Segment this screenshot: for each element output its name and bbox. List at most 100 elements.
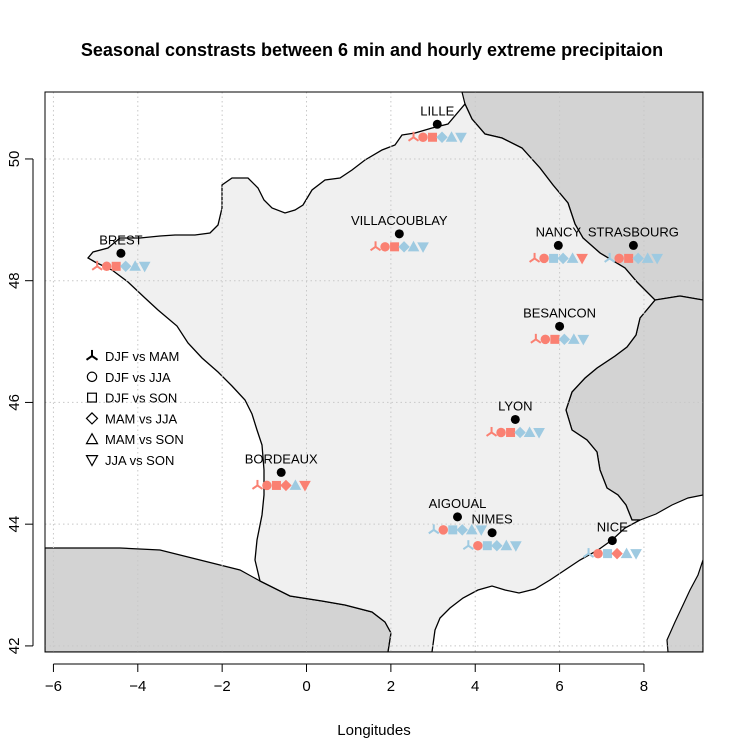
symbol-triangle-down bbox=[299, 480, 311, 492]
y-tick-label: 44 bbox=[6, 516, 23, 533]
symbol-triangle-down bbox=[577, 334, 590, 346]
plot-frame bbox=[44, 91, 704, 653]
symbol-tripod bbox=[462, 540, 474, 551]
symbol-circle bbox=[262, 480, 272, 491]
symbol-triangle-up bbox=[407, 240, 420, 252]
symbol-circle bbox=[593, 548, 603, 559]
symbol-tripod-arm bbox=[587, 552, 595, 558]
y-tick-label: 48 bbox=[6, 272, 23, 289]
symbol-square bbox=[428, 132, 438, 142]
station-label: STRASBOURG bbox=[588, 224, 679, 239]
symbol-triangle-down bbox=[417, 242, 429, 253]
symbol-circle bbox=[101, 261, 112, 272]
symbol-tripod-arm bbox=[369, 246, 377, 252]
symbol-tripod-arm bbox=[490, 431, 498, 437]
symbol-triangle-down bbox=[576, 253, 588, 265]
station-nice: NICE bbox=[582, 520, 642, 560]
station-point bbox=[276, 467, 286, 477]
legend: DJF vs MAM DJF vs JJA DJF vs SON MAM vs JJA… bbox=[85, 349, 184, 468]
x-tick-label: 0 bbox=[302, 678, 310, 695]
symbol-square bbox=[624, 253, 634, 263]
symbol-circle bbox=[540, 334, 551, 345]
symbol-diamond bbox=[280, 479, 292, 492]
symbol-tripod-arm bbox=[535, 338, 542, 344]
symbol-tripod-arm bbox=[433, 529, 440, 535]
symbol-diamond bbox=[558, 333, 571, 346]
y-tick-label: 50 bbox=[6, 151, 23, 168]
station-point bbox=[432, 119, 442, 129]
symbol-triangle-up bbox=[129, 260, 142, 271]
legend-label: JJA vs SON bbox=[105, 453, 174, 468]
station-point bbox=[555, 321, 565, 331]
station-lyon: LYON bbox=[485, 398, 545, 439]
station-point bbox=[607, 536, 617, 546]
symbol-diamond bbox=[632, 252, 644, 265]
symbol-tripod-arm bbox=[428, 529, 435, 535]
symbol-tripod bbox=[251, 479, 264, 490]
symbol-tripod bbox=[582, 548, 595, 558]
station-brest: BREST bbox=[91, 232, 151, 273]
symbol-triangle-up bbox=[523, 426, 536, 437]
symbol-tripod-arm bbox=[529, 257, 536, 263]
symbol-diamond bbox=[491, 539, 503, 552]
symbol-circle bbox=[539, 253, 549, 264]
symbol-tripod-arm bbox=[534, 257, 541, 263]
x-tick-label: −6 bbox=[45, 678, 62, 695]
symbol-square bbox=[506, 427, 516, 437]
grid bbox=[45, 92, 703, 652]
symbol-tripod-arm bbox=[85, 355, 93, 361]
symbol-tripod-arm bbox=[91, 265, 98, 271]
symbol-square bbox=[111, 261, 121, 271]
y-tick-label: 42 bbox=[6, 638, 23, 655]
symbol-diamond bbox=[398, 241, 410, 253]
y-axis: 42 44 46 48 50 bbox=[6, 151, 34, 655]
symbol-diamond bbox=[119, 260, 132, 273]
x-axis: −6 −4 −2 0 2 4 6 8 bbox=[45, 663, 648, 695]
symbol-tripod-arm bbox=[609, 257, 616, 263]
symbol-square bbox=[550, 334, 560, 344]
symbol-tripod-arm bbox=[91, 355, 99, 361]
station-aigoual: AIGOUAL bbox=[428, 496, 488, 536]
station-label: BORDEAUX bbox=[245, 451, 318, 466]
symbol-diamond bbox=[514, 426, 526, 439]
symbol-square bbox=[86, 392, 97, 403]
station-label: NIMES bbox=[472, 512, 514, 527]
station-label: LYON bbox=[498, 398, 532, 413]
plot-area bbox=[45, 92, 703, 652]
symbol-triangle-down bbox=[138, 261, 151, 273]
symbol-triangle-down bbox=[533, 427, 545, 439]
station-label: BESANCON bbox=[523, 305, 596, 320]
legend-label: DJF vs MAM bbox=[105, 349, 179, 364]
symbol-triangle-up bbox=[445, 131, 458, 142]
symbol-tripod bbox=[407, 131, 420, 142]
stations: LILLE VILLACOUBLAY BREST NANCY STRASBOURG BES… bbox=[91, 103, 679, 560]
x-tick-label: 4 bbox=[471, 678, 479, 695]
legend-label: MAM vs JJA bbox=[105, 411, 178, 426]
symbol-circle bbox=[86, 371, 98, 383]
station-besancon: BESANCON bbox=[523, 305, 596, 346]
france-land bbox=[87, 102, 656, 652]
symbol-triangle-up bbox=[567, 333, 580, 344]
symbol-square bbox=[448, 525, 458, 535]
station-point bbox=[510, 414, 520, 424]
station-label: BREST bbox=[99, 232, 142, 247]
symbol-square bbox=[390, 242, 400, 252]
station-nancy: NANCY bbox=[529, 224, 588, 265]
station-point bbox=[487, 528, 497, 538]
neighbour-land-islands bbox=[666, 559, 703, 652]
station-strasbourg: STRASBOURG bbox=[588, 224, 679, 265]
symbol-diamond bbox=[456, 524, 468, 536]
x-axis-label: Longitudes bbox=[337, 722, 410, 739]
symbol-diamond bbox=[85, 412, 99, 425]
symbol-tripod-arm bbox=[251, 484, 259, 490]
chart-title: Seasonal constrasts between 6 min and ho… bbox=[81, 40, 663, 60]
symbol-triangle-down bbox=[651, 253, 664, 265]
station-point bbox=[116, 248, 126, 258]
x-tick-label: −2 bbox=[214, 678, 231, 695]
symbol-circle bbox=[614, 253, 624, 264]
y-tick-label: 46 bbox=[6, 394, 23, 411]
station-lille: LILLE bbox=[407, 103, 467, 144]
symbol-tripod-arm bbox=[485, 431, 493, 437]
station-point bbox=[628, 240, 638, 250]
